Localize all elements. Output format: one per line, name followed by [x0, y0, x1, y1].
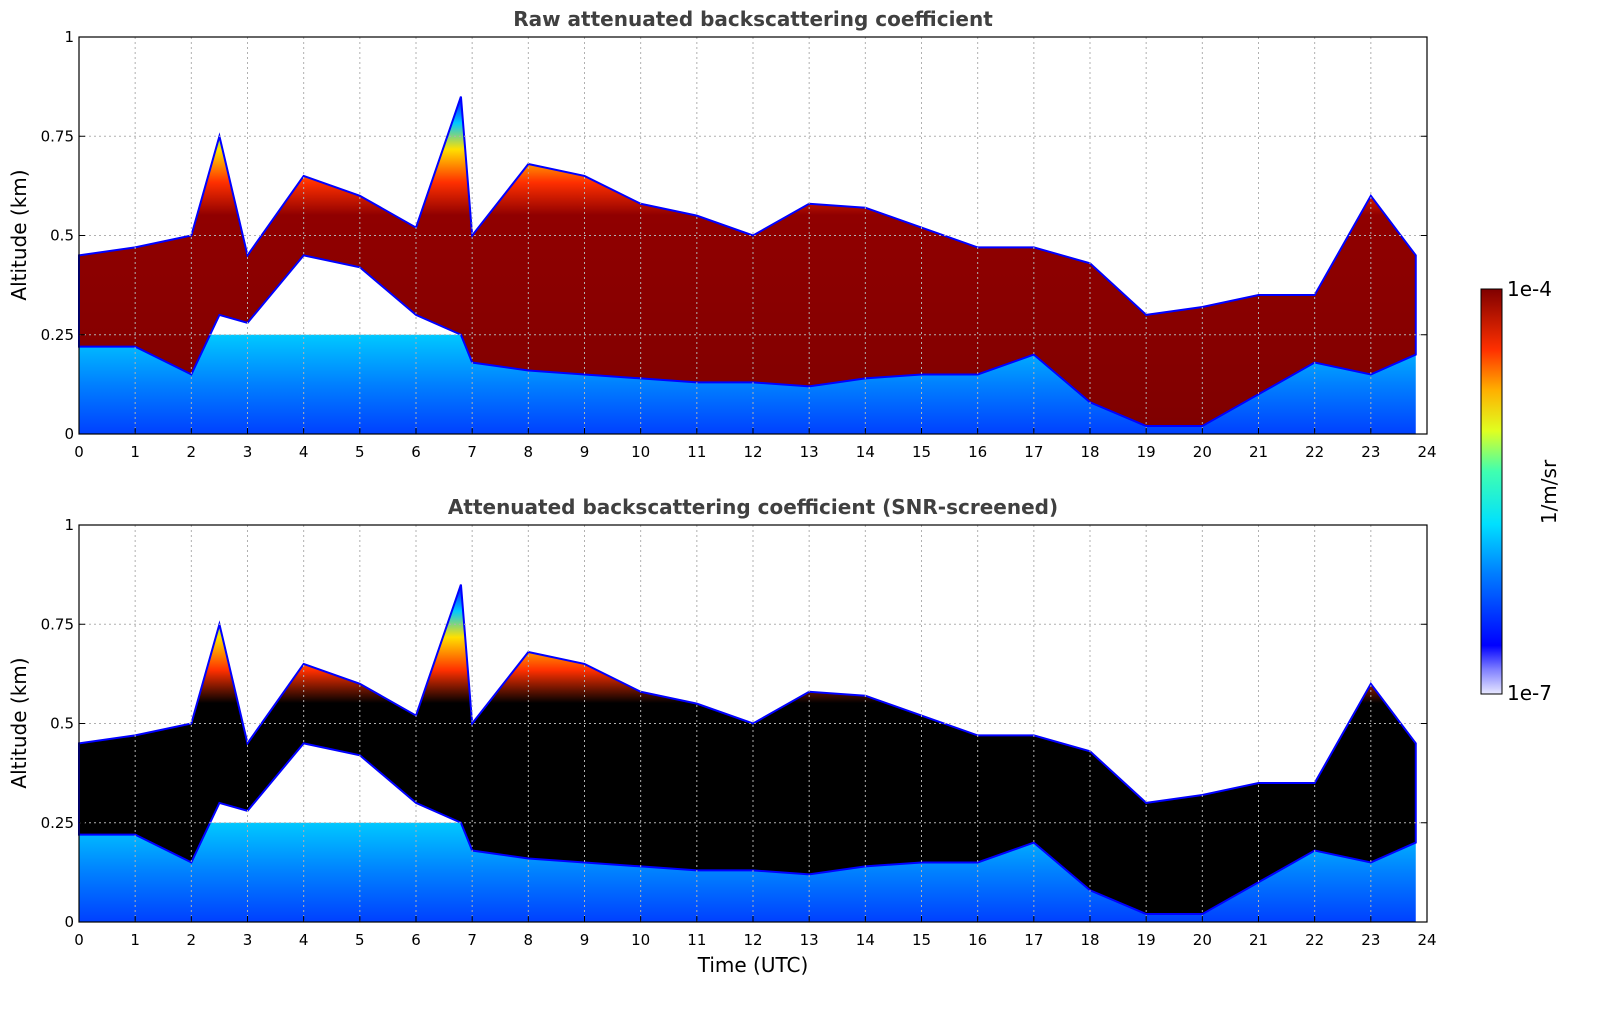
colorbar-max-label: 1e-4	[1507, 277, 1552, 301]
x-tick-label: 5	[355, 443, 365, 461]
x-tick-label: 12	[743, 443, 762, 461]
panel-2-y-axis-label: Altitude (km)	[7, 657, 31, 788]
x-tick-label: 0	[74, 931, 84, 949]
x-tick-label: 4	[299, 931, 309, 949]
x-tick-label: 21	[1249, 931, 1268, 949]
x-tick-label: 15	[912, 443, 931, 461]
x-tick-label: 8	[524, 443, 534, 461]
x-tick-label: 11	[687, 443, 706, 461]
panel-1-data-layer	[78, 96, 1417, 434]
x-tick-label: 6	[411, 931, 421, 949]
panel-2-x-axis: 0 1 2 3 4 5 6 7 8 9 10 11 12 13 14 15 16 17 18 19 20 21 22 23 24	[74, 916, 1437, 949]
x-tick-label: 13	[800, 931, 819, 949]
colorbar-min-label: 1e-7	[1507, 681, 1552, 705]
x-tick-label: 1	[130, 931, 140, 949]
y-tick-label: 0.25	[41, 814, 74, 832]
x-tick-label: 21	[1249, 443, 1268, 461]
x-axis-label: Time (UTC)	[697, 953, 809, 977]
x-tick-label: 5	[355, 931, 365, 949]
x-tick-label: 6	[411, 443, 421, 461]
x-tick-label: 16	[968, 443, 987, 461]
x-tick-label: 8	[524, 931, 534, 949]
x-tick-label: 16	[968, 931, 987, 949]
panel-1-x-axis: 0 1 2 3 4 5 6 7 8 9 10 11 12 13 14 15 16 17 18 19 20 21 22 23 24	[74, 428, 1437, 461]
x-tick-label: 14	[856, 443, 875, 461]
x-tick-label: 18	[1080, 443, 1099, 461]
x-tick-label: 22	[1305, 443, 1324, 461]
x-tick-label: 24	[1417, 443, 1436, 461]
x-tick-label: 3	[243, 443, 253, 461]
x-tick-label: 4	[299, 443, 309, 461]
x-tick-label: 11	[687, 931, 706, 949]
x-tick-label: 20	[1193, 931, 1212, 949]
colorbar: 1e-4 1e-7 1/m/sr	[1480, 277, 1561, 705]
x-tick-label: 17	[1024, 931, 1043, 949]
x-tick-label: 23	[1361, 931, 1380, 949]
raw-backscatter-panel: Raw attenuated backscattering coefficien…	[7, 7, 1437, 461]
panel-1-y-axis-label: Altitude (km)	[7, 169, 31, 300]
x-tick-label: 0	[74, 443, 84, 461]
x-tick-label: 23	[1361, 443, 1380, 461]
x-tick-label: 1	[130, 443, 140, 461]
x-tick-label: 13	[800, 443, 819, 461]
x-tick-label: 18	[1080, 931, 1099, 949]
y-tick-label: 0.75	[41, 615, 74, 633]
x-tick-label: 19	[1137, 931, 1156, 949]
panel-1-y-axis: 0 0.25 0.5 0.75 1	[41, 28, 1427, 443]
panel-1-grid	[79, 37, 1427, 434]
y-tick-label: 0.5	[50, 227, 74, 245]
y-tick-label: 0.25	[41, 326, 74, 344]
x-tick-label: 9	[580, 931, 590, 949]
y-tick-label: 1	[64, 516, 74, 534]
y-tick-label: 0.75	[41, 127, 74, 145]
colorbar-unit-label: 1/m/sr	[1537, 459, 1561, 524]
panel-2-grid	[79, 525, 1427, 922]
x-tick-label: 12	[743, 931, 762, 949]
y-tick-label: 0	[64, 425, 74, 443]
x-tick-label: 24	[1417, 931, 1436, 949]
y-tick-label: 1	[64, 28, 74, 46]
x-tick-label: 9	[580, 443, 590, 461]
x-tick-label: 7	[467, 443, 477, 461]
x-tick-label: 20	[1193, 443, 1212, 461]
panel-2-y-axis: 0 0.25 0.5 0.75 1	[41, 516, 1427, 931]
panel-2-data-layer	[78, 584, 1417, 922]
x-tick-label: 2	[187, 443, 197, 461]
panel-2-title: Attenuated backscattering coefficient (S…	[448, 495, 1058, 519]
y-tick-label: 0	[64, 913, 74, 931]
snr-screened-panel: Attenuated backscattering coefficient (S…	[7, 495, 1437, 977]
y-tick-label: 0.5	[50, 715, 74, 733]
panel-1-title: Raw attenuated backscattering coefficien…	[513, 7, 993, 31]
x-tick-label: 2	[187, 931, 197, 949]
x-tick-label: 10	[631, 931, 650, 949]
x-tick-label: 17	[1024, 443, 1043, 461]
x-tick-label: 14	[856, 931, 875, 949]
x-tick-label: 19	[1137, 443, 1156, 461]
x-tick-label: 15	[912, 931, 931, 949]
x-tick-label: 7	[467, 931, 477, 949]
colorbar-gradient	[1480, 288, 1503, 695]
x-tick-label: 3	[243, 931, 253, 949]
x-tick-label: 10	[631, 443, 650, 461]
x-tick-label: 22	[1305, 931, 1324, 949]
